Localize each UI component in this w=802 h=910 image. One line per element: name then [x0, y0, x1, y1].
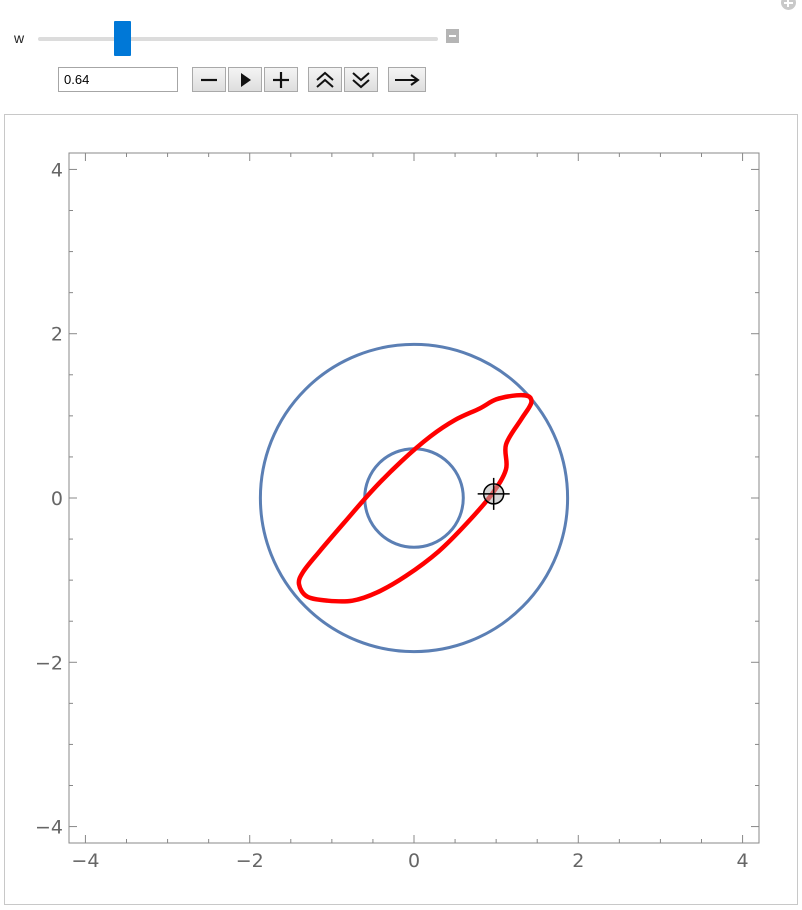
double-chevron-up-icon — [316, 71, 334, 88]
plot-frame-box — [68, 152, 760, 844]
direction-button[interactable] — [388, 67, 426, 92]
crosshair-locator-icon[interactable] — [477, 477, 510, 510]
value-field[interactable] — [58, 67, 178, 92]
red-orbit — [296, 392, 534, 604]
slower-button[interactable] — [344, 67, 378, 92]
y-tick-label: 4 — [51, 159, 63, 181]
y-tick-label: 2 — [51, 324, 63, 346]
plot-panel: −4 −2 0 2 4 −4 −2 0 2 4 — [4, 114, 798, 905]
corner-plus-icon[interactable] — [779, 0, 797, 14]
increment-button[interactable] — [264, 67, 298, 92]
slider-thumb[interactable] — [113, 21, 131, 56]
right-arrow-icon — [395, 73, 420, 86]
variable-label: w — [14, 30, 25, 46]
double-chevron-down-icon — [352, 71, 370, 88]
x-tick-label: −4 — [71, 850, 99, 872]
faster-button[interactable] — [308, 67, 342, 92]
y-tick-label: −2 — [35, 652, 63, 674]
y-tick-label: 0 — [51, 488, 63, 510]
x-tick-label: 4 — [737, 850, 749, 872]
plot-canvas: −4 −2 0 2 4 −4 −2 0 2 4 — [35, 152, 760, 872]
outer-circle — [258, 342, 570, 654]
y-tick-label: −4 — [35, 817, 63, 839]
plus-icon — [273, 71, 289, 88]
collapse-controls-icon[interactable] — [446, 29, 459, 43]
play-icon — [241, 72, 251, 87]
play-button[interactable] — [228, 67, 262, 92]
x-tick-label: 0 — [408, 850, 420, 872]
x-tick-label: −2 — [236, 850, 264, 872]
decrement-button[interactable] — [192, 67, 226, 92]
slider-track[interactable] — [38, 37, 438, 41]
inner-circle — [363, 447, 465, 549]
minus-icon — [201, 78, 217, 81]
x-tick-label: 2 — [572, 850, 584, 872]
